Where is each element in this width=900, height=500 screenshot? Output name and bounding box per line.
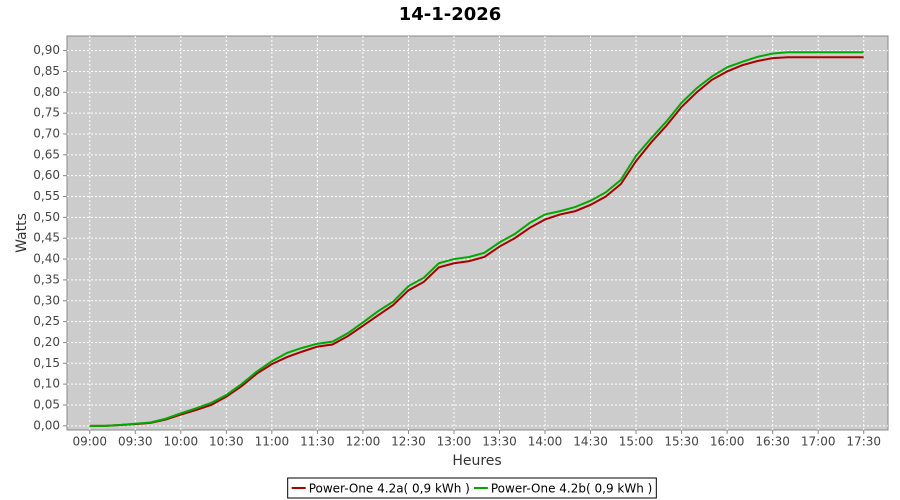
y-tick-label: 0,45 [33,231,60,245]
y-axis-label: Watts [14,213,30,253]
x-tick-label: 14:00 [528,435,563,449]
y-tick-label: 0,70 [33,126,60,140]
y-tick-label: 0,10 [33,377,60,391]
y-tick-label: 0,40 [33,252,60,266]
legend: Power-One 4.2a( 0,9 kWh ) Power-One 4.2b(… [287,477,657,499]
x-tick-label: 17:30 [846,435,881,449]
y-tick-label: 0,50 [33,210,60,224]
y-tick-label: 0,85 [33,64,60,78]
x-tick-label: 13:30 [482,435,517,449]
x-tick-label: 15:00 [619,435,654,449]
chart-title: 14-1-2026 [399,4,502,25]
y-tick-label: 0,65 [33,147,60,161]
x-tick-label: 13:00 [437,435,472,449]
y-tick-label: 0,15 [33,356,60,370]
y-tick-label: 0,35 [33,272,60,286]
y-tick-label: 0,20 [33,335,60,349]
y-tick-label: 0,00 [33,418,60,432]
y-tick-label: 0,05 [33,397,60,411]
x-tick-label: 12:00 [346,435,381,449]
x-tick-label: 11:00 [255,435,290,449]
y-tick-label: 0,80 [33,85,60,99]
legend-box [287,477,657,499]
x-tick-label: 09:00 [72,435,107,449]
x-tick-label: 10:00 [164,435,199,449]
x-tick-label: 11:30 [300,435,335,449]
legend-label: Power-One 4.2a( 0,9 kWh ) [309,482,470,496]
x-tick-label: 16:30 [755,435,790,449]
y-tick-label: 0,55 [33,189,60,203]
x-axis-label: Heures [452,453,501,469]
y-tick-label: 0,90 [33,43,60,57]
series-line [89,56,864,427]
x-tick-label: 17:00 [801,435,836,449]
x-tick-label: 15:30 [664,435,699,449]
x-tick-label: 10:30 [209,435,244,449]
series-line [89,51,864,427]
y-tick-label: 0,25 [33,314,60,328]
y-tick-label: 0,60 [33,168,60,182]
x-tick-label: 09:30 [118,435,153,449]
legend-label: Power-One 4.2b( 0,9 kWh ) [491,482,652,496]
plot-area [66,35,889,431]
y-tick-label: 0,30 [33,293,60,307]
x-tick-label: 16:00 [710,435,745,449]
x-tick-label: 12:30 [391,435,426,449]
y-tick-label: 0,75 [33,106,60,120]
x-tick-label: 14:30 [573,435,608,449]
